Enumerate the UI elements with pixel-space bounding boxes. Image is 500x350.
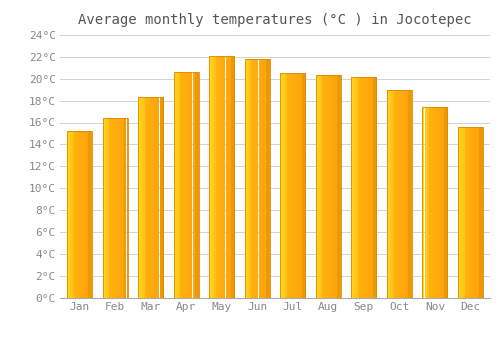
Title: Average monthly temperatures (°C ) in Jocotepec: Average monthly temperatures (°C ) in Jo…	[78, 13, 472, 27]
